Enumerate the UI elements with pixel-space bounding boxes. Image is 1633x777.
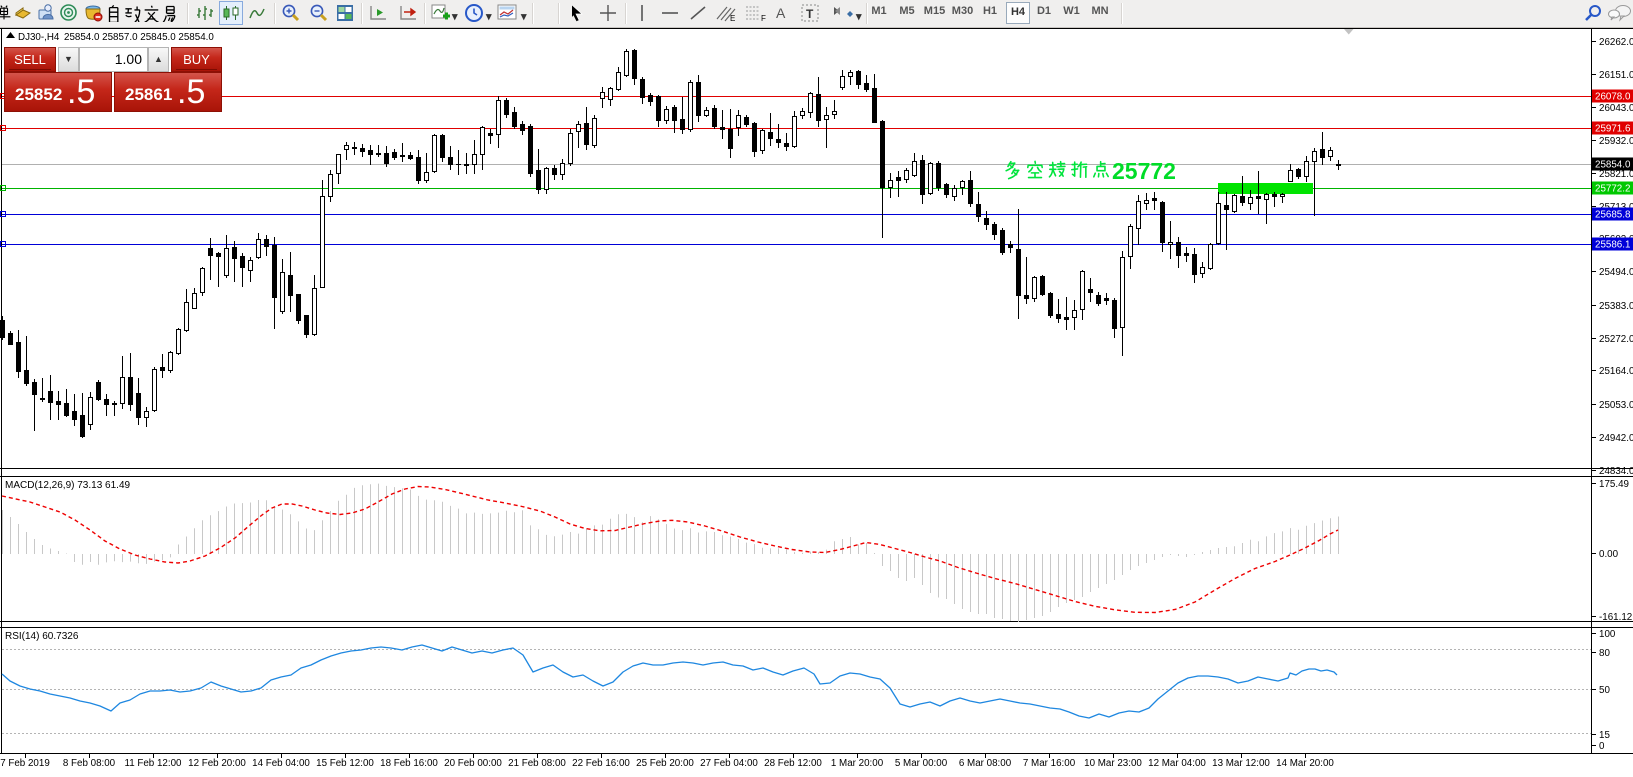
svg-text:25685.8: 25685.8 xyxy=(1595,210,1631,221)
svg-text:14 Mar 20:00: 14 Mar 20:00 xyxy=(1276,758,1334,769)
svg-text:15: 15 xyxy=(1599,730,1610,741)
svg-text:175.49: 175.49 xyxy=(1599,479,1629,490)
svg-text:25971.6: 25971.6 xyxy=(1595,124,1631,135)
svg-text:25383.0: 25383.0 xyxy=(1599,301,1633,312)
svg-text:-161.12: -161.12 xyxy=(1599,612,1632,623)
svg-text:25272.0: 25272.0 xyxy=(1599,334,1633,345)
svg-text:7 Feb 2019: 7 Feb 2019 xyxy=(0,758,50,769)
svg-text:26151.0: 26151.0 xyxy=(1599,70,1633,81)
svg-text:25053.0: 25053.0 xyxy=(1599,400,1633,411)
svg-text:21 Feb 08:00: 21 Feb 08:00 xyxy=(508,758,566,769)
svg-text:28 Feb 12:00: 28 Feb 12:00 xyxy=(764,758,822,769)
svg-text:12 Feb 20:00: 12 Feb 20:00 xyxy=(188,758,246,769)
svg-text:26262.0: 26262.0 xyxy=(1599,37,1633,48)
svg-text:13 Mar 12:00: 13 Mar 12:00 xyxy=(1212,758,1270,769)
svg-text:20 Feb 00:00: 20 Feb 00:00 xyxy=(444,758,502,769)
svg-text:25164.0: 25164.0 xyxy=(1599,366,1633,377)
svg-text:25586.1: 25586.1 xyxy=(1595,240,1630,251)
svg-text:25854.0 25857.0 25845.0 25854.: 25854.0 25857.0 25845.0 25854.0 xyxy=(64,32,214,43)
svg-text:27 Feb 04:00: 27 Feb 04:00 xyxy=(700,758,758,769)
svg-text:1 Mar 20:00: 1 Mar 20:00 xyxy=(831,758,884,769)
svg-text:6 Mar 08:00: 6 Mar 08:00 xyxy=(959,758,1012,769)
svg-text:26078.0: 26078.0 xyxy=(1595,92,1631,103)
svg-text:5 Mar 00:00: 5 Mar 00:00 xyxy=(895,758,948,769)
svg-text:80: 80 xyxy=(1599,648,1610,659)
svg-text:11 Feb 12:00: 11 Feb 12:00 xyxy=(124,758,182,769)
svg-text:10 Mar 23:00: 10 Mar 23:00 xyxy=(1084,758,1142,769)
svg-text:15 Feb 12:00: 15 Feb 12:00 xyxy=(316,758,374,769)
svg-text:RSI(14) 60.7326: RSI(14) 60.7326 xyxy=(5,631,79,642)
svg-text:MACD(12,26,9) 73.13 61.49: MACD(12,26,9) 73.13 61.49 xyxy=(5,480,131,491)
svg-text:F: F xyxy=(761,14,766,23)
svg-text:22 Feb 16:00: 22 Feb 16:00 xyxy=(572,758,630,769)
svg-text:25772.2: 25772.2 xyxy=(1595,184,1630,195)
svg-text:0: 0 xyxy=(1599,741,1605,752)
svg-text:DJ30-,H4: DJ30-,H4 xyxy=(18,32,60,43)
svg-text:0.00: 0.00 xyxy=(1599,549,1619,560)
svg-text:25494.0: 25494.0 xyxy=(1599,267,1633,278)
svg-text:25854.0: 25854.0 xyxy=(1595,160,1631,171)
svg-text:7 Mar 16:00: 7 Mar 16:00 xyxy=(1023,758,1076,769)
svg-text:8 Feb 08:00: 8 Feb 08:00 xyxy=(63,758,116,769)
svg-text:12 Mar 04:00: 12 Mar 04:00 xyxy=(1148,758,1206,769)
svg-text:26043.0: 26043.0 xyxy=(1599,103,1633,114)
svg-text:E: E xyxy=(730,14,735,23)
svg-text:24834.0: 24834.0 xyxy=(1599,466,1633,477)
svg-text:14 Feb 04:00: 14 Feb 04:00 xyxy=(252,758,310,769)
svg-text:24942.0: 24942.0 xyxy=(1599,433,1633,444)
svg-text:25932.0: 25932.0 xyxy=(1599,136,1633,147)
svg-text:100: 100 xyxy=(1599,629,1616,640)
svg-text:T: T xyxy=(806,7,814,21)
svg-text:50: 50 xyxy=(1599,685,1610,696)
svg-text:25 Feb 20:00: 25 Feb 20:00 xyxy=(636,758,694,769)
svg-text:18 Feb 16:00: 18 Feb 16:00 xyxy=(380,758,438,769)
svg-text:25821.0: 25821.0 xyxy=(1599,169,1633,180)
svg-text:25772: 25772 xyxy=(1112,158,1176,184)
